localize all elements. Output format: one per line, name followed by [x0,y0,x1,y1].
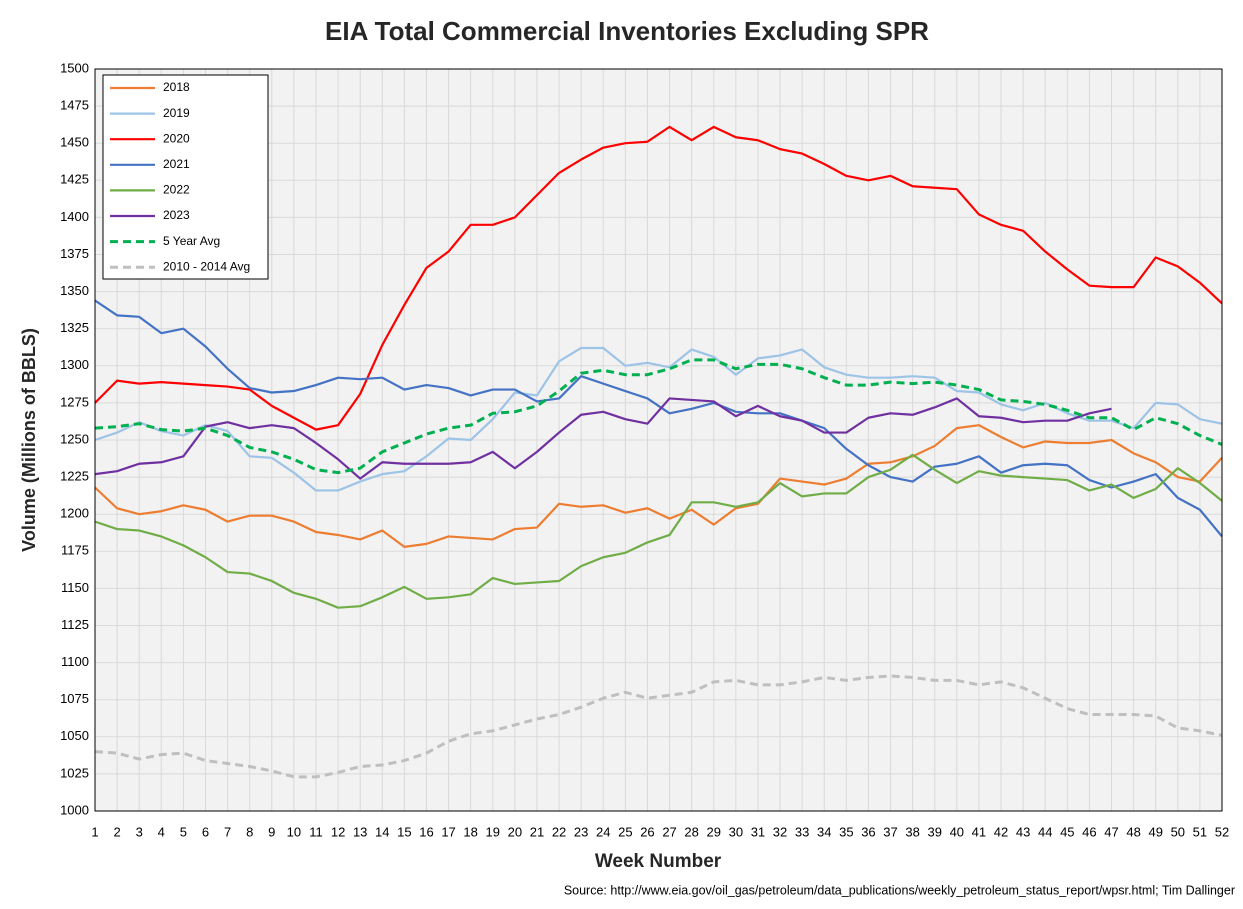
x-tick-label: 16 [419,824,433,839]
x-tick-label: 20 [508,824,522,839]
y-tick-label: 1300 [60,357,89,372]
x-tick-label: 51 [1193,824,1207,839]
x-tick-label: 14 [375,824,389,839]
x-tick-label: 5 [180,824,187,839]
x-tick-label: 48 [1126,824,1140,839]
x-axis-label: Week Number [595,851,722,872]
legend-label: 2023 [163,208,190,222]
y-tick-label: 1350 [60,283,89,298]
legend-label: 2010 - 2014 Avg [163,259,250,273]
x-tick-label: 3 [136,824,143,839]
series-line [94,346,1223,492]
y-tick-label: 1500 [60,60,89,75]
legend-label: 2021 [163,157,190,171]
y-tick-label: 1200 [60,506,89,521]
x-tick-label: 2 [113,824,120,839]
x-tick-label: 39 [927,824,941,839]
y-tick-label: 1225 [60,469,89,484]
x-tick-label: 34 [817,824,831,839]
y-tick-label: 1175 [61,543,89,558]
x-tick-label: 43 [1016,824,1030,839]
x-tick-label: 23 [574,824,588,839]
x-tick-label: 31 [751,824,765,839]
x-tick-label: 12 [331,824,345,839]
series-line [94,453,1223,609]
y-tick-label: 1150 [61,580,89,595]
x-tick-label: 49 [1148,824,1162,839]
y-tick-label: 1375 [60,246,89,261]
x-tick-label: 25 [618,824,632,839]
legend-label: 2022 [163,183,190,197]
x-tick-label: 4 [158,824,165,839]
x-tick-label: 26 [640,824,654,839]
x-tick-label: 7 [224,824,231,839]
x-tick-label: 37 [883,824,897,839]
x-tick-label: 22 [552,824,566,839]
y-tick-label: 1125 [61,617,89,632]
x-tick-label: 28 [684,824,698,839]
x-tick-label: 47 [1104,824,1118,839]
x-tick-label: 29 [707,824,721,839]
x-tick-label: 32 [773,824,787,839]
x-tick-label: 6 [202,824,209,839]
x-tick-label: 46 [1082,824,1096,839]
y-tick-label: 1250 [60,431,89,446]
y-tick-label: 1025 [60,765,89,780]
x-tick-label: 9 [268,824,275,839]
y-tick-label: 1050 [60,728,89,743]
x-tick-label: 44 [1038,824,1052,839]
legend-label: 2019 [163,106,190,120]
series-line [94,125,1223,431]
x-tick-label: 13 [353,824,367,839]
y-tick-label: 1100 [61,654,89,669]
x-tick-label: 40 [950,824,964,839]
legend-label: 5 Year Avg [163,234,220,248]
series-line [94,424,1223,548]
series-line [94,299,1223,538]
x-tick-label: 33 [795,824,809,839]
x-tick-label: 21 [530,824,544,839]
x-tick-label: 42 [994,824,1008,839]
x-tick-label: 1 [91,824,98,839]
legend-label: 2020 [163,131,190,145]
plot-border [94,68,1223,812]
series-line [94,674,1223,779]
x-tick-label: 19 [486,824,500,839]
y-tick-label: 1475 [60,98,89,113]
legend: 2018 2019 2020 2021 2022 2023 5 Year Avg 2010 -… [102,74,269,280]
y-tick-label: 1425 [60,172,89,187]
y-tick-label: 1075 [60,691,89,706]
source-note: Source: http://www.eia.gov/oil_gas/petro… [564,883,1235,897]
x-tick-label: 11 [309,824,323,839]
x-tick-label: 36 [861,824,875,839]
x-tick-label: 27 [662,824,676,839]
legend-box [102,74,269,280]
legend-label: 2018 [163,80,190,94]
y-tick-label: 1450 [60,135,89,150]
x-tick-label: 50 [1171,824,1185,839]
x-tick-label: 24 [596,824,610,839]
y-tick-label: 1400 [60,209,89,224]
x-tick-label: 15 [397,824,411,839]
lines [94,125,1223,779]
series-line [94,358,1223,475]
y-tick-label: 1325 [60,320,89,335]
x-tick-label: 35 [839,824,853,839]
x-tick-label: 30 [729,824,743,839]
x-tick-label: 17 [441,824,455,839]
y-tick-label: 1275 [60,394,89,409]
x-tick-label: 38 [905,824,919,839]
x-tick-label: 10 [287,824,301,839]
x-tick-label: 45 [1060,824,1074,839]
x-tick-label: 41 [972,824,986,839]
x-tick-label: 52 [1215,824,1229,839]
y-tick-label: 1000 [60,802,89,817]
series-line [94,397,1112,480]
y-axis-label: Volume (Millions of BBLS) [19,328,39,552]
x-tick-label: 8 [246,824,253,839]
chart-title: EIA Total Commercial Inventories Excludi… [325,16,929,46]
x-tick-label: 18 [463,824,477,839]
